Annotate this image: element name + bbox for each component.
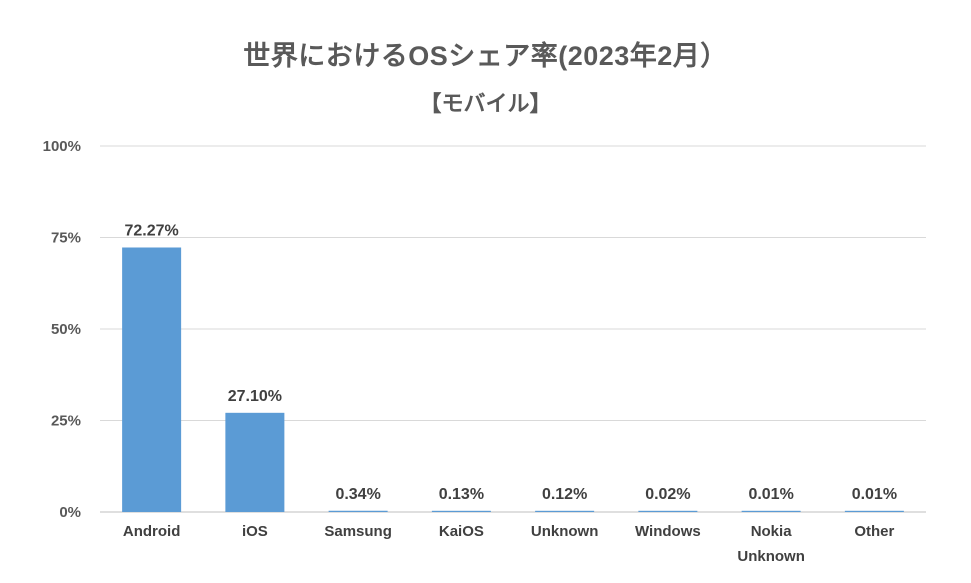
bar	[328, 510, 388, 512]
data-label: 0.34%	[335, 486, 380, 503]
data-label: 72.27%	[124, 222, 178, 239]
x-tick-label: iOS	[242, 523, 268, 540]
bar	[844, 510, 904, 512]
bars	[122, 247, 904, 512]
data-label: 0.12%	[542, 486, 587, 503]
bar	[225, 412, 285, 512]
x-tick-label: Windows	[635, 523, 701, 540]
data-label: 0.13%	[439, 486, 484, 503]
data-label: 0.01%	[748, 486, 793, 503]
y-axis: 0% 25% 50% 75% 100%	[43, 138, 81, 521]
x-tick-label: KaiOS	[439, 523, 484, 540]
x-tick-label: Android	[123, 523, 181, 540]
x-tick-label: Unknown	[737, 548, 805, 565]
data-label: 0.02%	[645, 486, 690, 503]
y-tick-label: 25%	[51, 413, 81, 430]
y-tick-label: 50%	[51, 321, 81, 338]
x-tick-label: Samsung	[324, 523, 392, 540]
bar	[741, 510, 801, 512]
bar	[638, 510, 698, 512]
y-tick-label: 0%	[59, 504, 81, 521]
bar	[535, 510, 595, 512]
data-label: 0.01%	[852, 486, 897, 503]
chart-subtitle: 【モバイル】	[419, 91, 552, 116]
data-label: 27.10%	[228, 388, 282, 405]
x-axis: Android iOS Samsung KaiOS Unknown Windows Noki…	[123, 523, 895, 565]
y-tick-label: 75%	[51, 230, 81, 247]
data-labels: 72.27% 27.10% 0.34% 0.13% 0.12% 0.02% 0.01% 0.0…	[124, 222, 897, 502]
gridlines	[100, 145, 926, 513]
y-tick-label: 100%	[43, 138, 81, 155]
x-tick-label: Unknown	[531, 523, 599, 540]
bar	[431, 510, 491, 512]
bar	[122, 247, 182, 512]
x-tick-label: Nokia	[751, 523, 793, 540]
x-tick-label: Other	[854, 523, 894, 540]
chart-title: 世界におけるOSシェア率(2023年2月）	[243, 41, 728, 71]
